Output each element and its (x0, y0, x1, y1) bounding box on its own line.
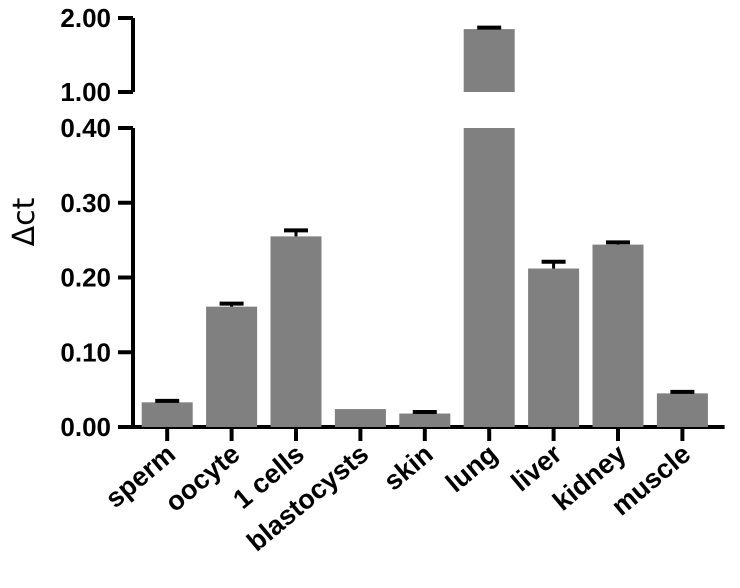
bar-upper (463, 29, 515, 93)
bar (399, 413, 451, 427)
y-tick-label: 2.00 (60, 3, 111, 33)
y-tick-labels: 0.00 0.10 0.20 0.30 0.40 1.00 2.00 (60, 3, 111, 442)
y-tick-label: 0.30 (60, 188, 111, 218)
bar (141, 402, 193, 427)
bar (656, 393, 708, 427)
y-tick-label: 0.40 (60, 113, 111, 143)
bar (463, 128, 515, 427)
y-tick-label: 1.00 (60, 77, 111, 107)
bar (206, 306, 258, 427)
bar (528, 268, 580, 427)
x-tick-label: oocyte (160, 439, 246, 518)
y-tick-label: 0.10 (60, 337, 111, 367)
x-tick-label: skin (378, 439, 439, 497)
y-tick-label: 0.20 (60, 263, 111, 293)
bar (334, 409, 386, 427)
bar (592, 244, 644, 427)
y-tick-label: 0.00 (60, 412, 111, 442)
error-bars (155, 25, 695, 415)
bars (141, 29, 708, 427)
bar (270, 236, 322, 427)
y-axis-title: Δct (7, 197, 42, 246)
x-tick-label: lung (440, 439, 503, 499)
